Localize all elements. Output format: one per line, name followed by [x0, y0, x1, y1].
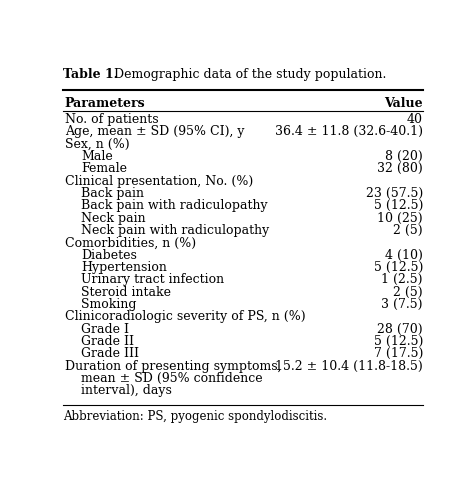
- Text: 5 (12.5): 5 (12.5): [374, 334, 423, 347]
- Text: 23 (57.5): 23 (57.5): [365, 187, 423, 199]
- Text: interval), days: interval), days: [82, 383, 172, 396]
- Text: Male: Male: [82, 150, 113, 163]
- Text: 36.4 ± 11.8 (32.6-40.1): 36.4 ± 11.8 (32.6-40.1): [275, 125, 423, 138]
- Text: No. of patients: No. of patients: [65, 113, 158, 126]
- Text: Neck pain: Neck pain: [82, 211, 146, 224]
- Text: Grade III: Grade III: [82, 347, 139, 360]
- Text: 1 (2.5): 1 (2.5): [382, 273, 423, 286]
- Text: Smoking: Smoking: [82, 297, 137, 310]
- Text: Clinicoradiologic severity of PS, n (%): Clinicoradiologic severity of PS, n (%): [65, 310, 305, 323]
- Text: Neck pain with radiculopathy: Neck pain with radiculopathy: [82, 224, 270, 237]
- Text: Grade II: Grade II: [82, 334, 134, 347]
- Text: Abbreviation: PS, pyogenic spondylodiscitis.: Abbreviation: PS, pyogenic spondylodisci…: [63, 409, 327, 423]
- Text: Grade I: Grade I: [82, 322, 129, 335]
- Text: 8 (20): 8 (20): [385, 150, 423, 163]
- Text: 5 (12.5): 5 (12.5): [374, 260, 423, 273]
- Text: 5 (12.5): 5 (12.5): [374, 199, 423, 212]
- Text: 2 (5): 2 (5): [393, 285, 423, 298]
- Text: Parameters: Parameters: [65, 97, 146, 110]
- Text: Table 1.: Table 1.: [63, 67, 118, 80]
- Text: 3 (7.5): 3 (7.5): [382, 297, 423, 310]
- Text: Back pain: Back pain: [82, 187, 144, 199]
- Text: 15.2 ± 10.4 (11.8-18.5): 15.2 ± 10.4 (11.8-18.5): [275, 359, 423, 372]
- Text: mean ± SD (95% confidence: mean ± SD (95% confidence: [82, 371, 263, 384]
- Text: 40: 40: [407, 113, 423, 126]
- Text: Value: Value: [384, 97, 423, 110]
- Text: 2 (5): 2 (5): [393, 224, 423, 237]
- Text: Steroid intake: Steroid intake: [82, 285, 171, 298]
- Text: Comorbidities, n (%): Comorbidities, n (%): [65, 236, 196, 249]
- Text: 32 (80): 32 (80): [377, 162, 423, 175]
- Text: 4 (10): 4 (10): [385, 248, 423, 261]
- Text: 7 (17.5): 7 (17.5): [374, 347, 423, 360]
- Text: 28 (70): 28 (70): [377, 322, 423, 335]
- Text: 10 (25): 10 (25): [377, 211, 423, 224]
- Text: Sex, n (%): Sex, n (%): [65, 137, 129, 151]
- Text: Age, mean ± SD (95% CI), y: Age, mean ± SD (95% CI), y: [65, 125, 244, 138]
- Text: Hypertension: Hypertension: [82, 260, 167, 273]
- Text: Duration of presenting symptoms,: Duration of presenting symptoms,: [65, 359, 281, 372]
- Text: Back pain with radiculopathy: Back pain with radiculopathy: [82, 199, 268, 212]
- Text: Clinical presentation, No. (%): Clinical presentation, No. (%): [65, 174, 253, 187]
- Text: Female: Female: [82, 162, 128, 175]
- Text: Demographic data of the study population.: Demographic data of the study population…: [106, 67, 387, 80]
- Text: Diabetes: Diabetes: [82, 248, 137, 261]
- Text: Urinary tract infection: Urinary tract infection: [82, 273, 224, 286]
